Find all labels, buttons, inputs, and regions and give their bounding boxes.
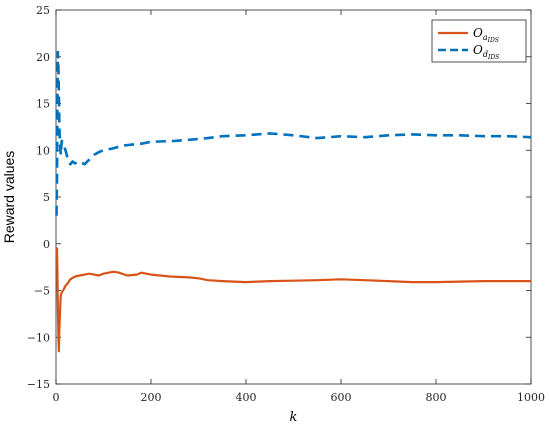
y-tick-label: 15	[36, 98, 50, 111]
legend-box	[431, 19, 527, 63]
x-tick-label: 800	[426, 391, 447, 404]
y-tick-label: −15	[27, 378, 50, 391]
legend-label: OaIDS	[473, 26, 499, 44]
y-tick-label: 0	[43, 238, 50, 251]
y-tick-label: −10	[27, 331, 50, 344]
series-layer	[55, 50, 532, 353]
x-tick-label: 400	[236, 391, 257, 404]
legend-label: OdIDS	[473, 43, 499, 61]
x-tick-label: 600	[331, 391, 352, 404]
x-tick-label: 0	[53, 391, 60, 404]
x-axis-label: k	[290, 410, 298, 425]
y-tick-label: 25	[36, 4, 50, 17]
y-tick-label: 10	[36, 144, 50, 157]
x-tick-label: 1000	[517, 391, 545, 404]
y-tick-label: 5	[43, 191, 50, 204]
y-tick-label: −5	[34, 285, 50, 298]
series-line	[55, 247, 531, 353]
x-tick-label: 200	[141, 391, 162, 404]
y-axis-label: Reward values	[1, 151, 17, 244]
plot-frame	[55, 9, 532, 385]
y-tick-label: 20	[36, 51, 50, 64]
axis-ticks: 0 200 400 600 800 1000 −15 −10 −5 0 5 10 15 20 25	[27, 4, 545, 404]
